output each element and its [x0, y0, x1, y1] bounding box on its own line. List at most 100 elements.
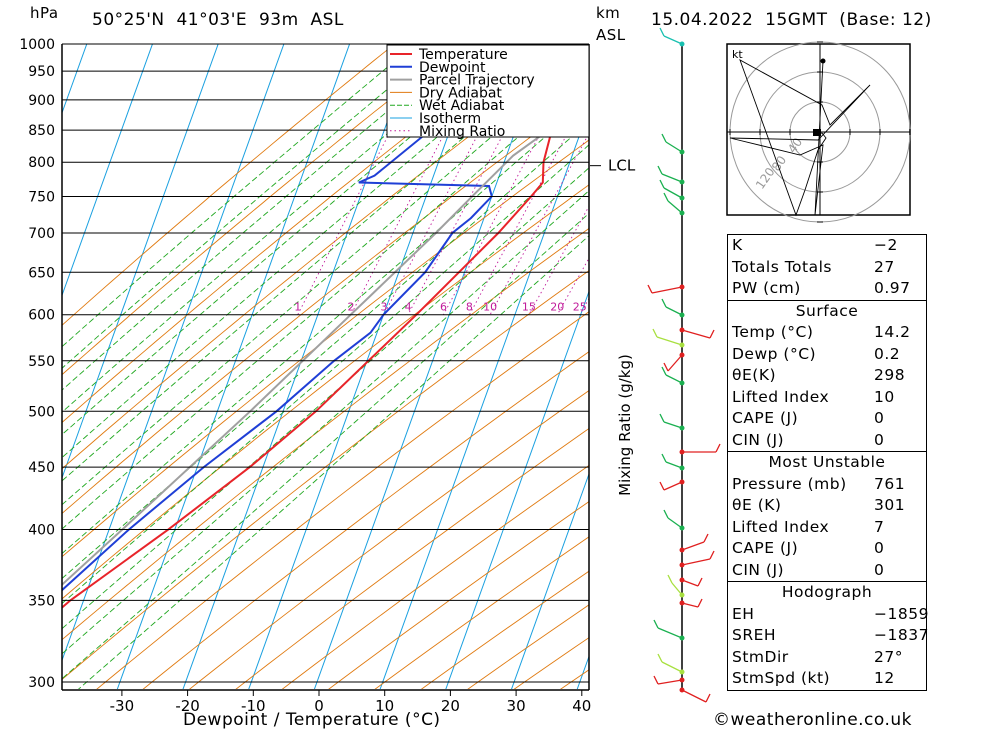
datetime-title: 15.04.2022 15GMT (Base: 12) — [651, 10, 932, 30]
most-unstable-label: CAPE (J) — [732, 539, 799, 557]
wind-barb — [663, 481, 683, 491]
most-unstable-row: Lifted Index 7 — [728, 517, 926, 539]
legend-label: Wet Adiabat — [419, 98, 505, 114]
wet-adiabat-line — [62, 44, 416, 348]
wind-barb — [667, 517, 683, 529]
wet-adiabat-line — [62, 44, 574, 482]
index-value: −2 — [874, 236, 898, 254]
index-row: Totals Totals 27 — [728, 257, 926, 279]
hodograph-value: 12 — [874, 669, 895, 687]
surface-value: 0 — [874, 430, 885, 449]
dry-adiabat-line — [62, 227, 589, 641]
hodograph-block: Hodograph EH −1859 SREH −1837 StmDir 27° StmSp… — [728, 581, 929, 690]
wind-barb — [667, 354, 683, 372]
isotherm-line — [511, 472, 589, 689]
isotherm-line — [0, 18, 30, 718]
index-label: Totals Totals — [732, 257, 832, 276]
dry-adiabat-line — [328, 500, 589, 689]
mixing-ratio-line — [443, 44, 589, 315]
temperature-line — [62, 79, 589, 609]
surface-value: 0.2 — [874, 344, 901, 363]
surface-value: 14.2 — [874, 323, 911, 341]
surface-title: Surface — [795, 301, 859, 320]
parcel-trajectory-line — [62, 94, 589, 587]
legend-label: Dewpoint — [419, 60, 486, 76]
index-value: 27 — [874, 257, 895, 276]
pressure-tick-label: 600 — [28, 308, 55, 324]
hpa-label: hPa — [30, 4, 59, 22]
surface-label: Dewp (°C) — [732, 344, 817, 363]
wet-adiabat-line — [62, 44, 442, 369]
mixing-ratio-axis-label: Mixing Ratio (g/kg) — [616, 354, 634, 496]
most-unstable-label: θE (K) — [732, 496, 782, 514]
pressure-tick-label: 900 — [28, 93, 55, 109]
wind-barb-flag — [697, 598, 703, 608]
wind-barb — [681, 689, 707, 703]
indices-block: K −2 Totals Totals 27 PW (cm) 0.97 — [728, 235, 926, 300]
wind-barbs — [647, 27, 721, 703]
pressure-tick-label: 750 — [28, 189, 55, 205]
wet-adiabat-line — [62, 98, 589, 555]
temperature-tick-label: 40 — [572, 697, 591, 715]
dry-adiabat-line — [62, 93, 589, 515]
mixing-ratio-label: 3 — [380, 301, 387, 314]
mixing-ratio-line — [579, 297, 589, 315]
mixing-ratio-label: 2 — [347, 301, 354, 314]
most-unstable-value: 761 — [874, 474, 906, 493]
wind-barb-flag — [647, 284, 653, 294]
surface-value: 10 — [874, 387, 895, 406]
dry-adiabat-line — [142, 351, 589, 689]
pressure-tick-label: 300 — [28, 675, 55, 691]
dry-adiabat-line — [189, 390, 589, 689]
mixing-ratio-line — [528, 205, 589, 315]
pressure-tick-label: 950 — [28, 64, 55, 80]
x-axis-label: Dewpoint / Temperature (°C) — [183, 710, 441, 730]
hodograph-value: −1859 — [874, 604, 929, 623]
most-unstable-value: 7 — [874, 517, 885, 536]
legend-label: Dry Adiabat — [419, 85, 502, 101]
isotherm-line — [445, 289, 589, 689]
temperature-tick-label: 30 — [507, 697, 526, 715]
surface-label: CIN (J) — [732, 430, 785, 449]
hodograph-label: StmDir — [732, 647, 789, 666]
index-label: K — [732, 236, 743, 254]
surface-label: CAPE (J) — [732, 409, 799, 427]
wind-barb-flag — [661, 366, 667, 376]
pressure-tick-label: 450 — [28, 460, 55, 476]
legend-label: Isotherm — [419, 111, 481, 127]
surface-row: Lifted Index 10 — [728, 387, 926, 409]
wind-barb — [663, 421, 683, 429]
most-unstable-label: Pressure (mb) — [732, 474, 847, 493]
asl-label: ASL — [596, 26, 626, 44]
wind-barb — [656, 336, 683, 346]
pressure-tick-label: 800 — [28, 155, 55, 171]
wind-barb-flag — [659, 481, 665, 491]
wind-barb — [665, 461, 683, 469]
pressure-tick-label: 700 — [28, 226, 55, 242]
mixing-ratio-label: 25 — [573, 301, 587, 314]
wind-barb — [681, 579, 699, 587]
pressure-tick-label: 350 — [28, 593, 55, 609]
wind-barb — [657, 627, 683, 639]
pressure-tick-label: 500 — [28, 404, 55, 420]
hodograph-title: Hodograph — [781, 583, 873, 601]
wet-adiabat-line — [62, 144, 589, 605]
most-unstable-label: Lifted Index — [732, 517, 830, 536]
temperature-tick-label: 10 — [375, 697, 394, 715]
temperature-tick-label: -10 — [241, 697, 266, 715]
hodograph-value: −1837 — [874, 626, 929, 644]
wind-barb-flag — [653, 675, 659, 685]
temperature-tick-label: -30 — [110, 697, 135, 715]
wind-barb — [667, 200, 683, 214]
hodograph-label: StmSpd (kt) — [732, 669, 831, 687]
surface-label: θE(K) — [732, 366, 777, 384]
wind-barb-flag — [715, 443, 721, 453]
wind-barb — [663, 35, 683, 45]
pressure-tick-label: 1000 — [19, 37, 55, 53]
wind-barb — [661, 661, 683, 673]
wet-adiabat-line — [62, 52, 589, 506]
isotherm-line — [62, 44, 154, 297]
wind-barb — [681, 541, 705, 551]
mixing-ratio-label: 4 — [405, 301, 412, 314]
